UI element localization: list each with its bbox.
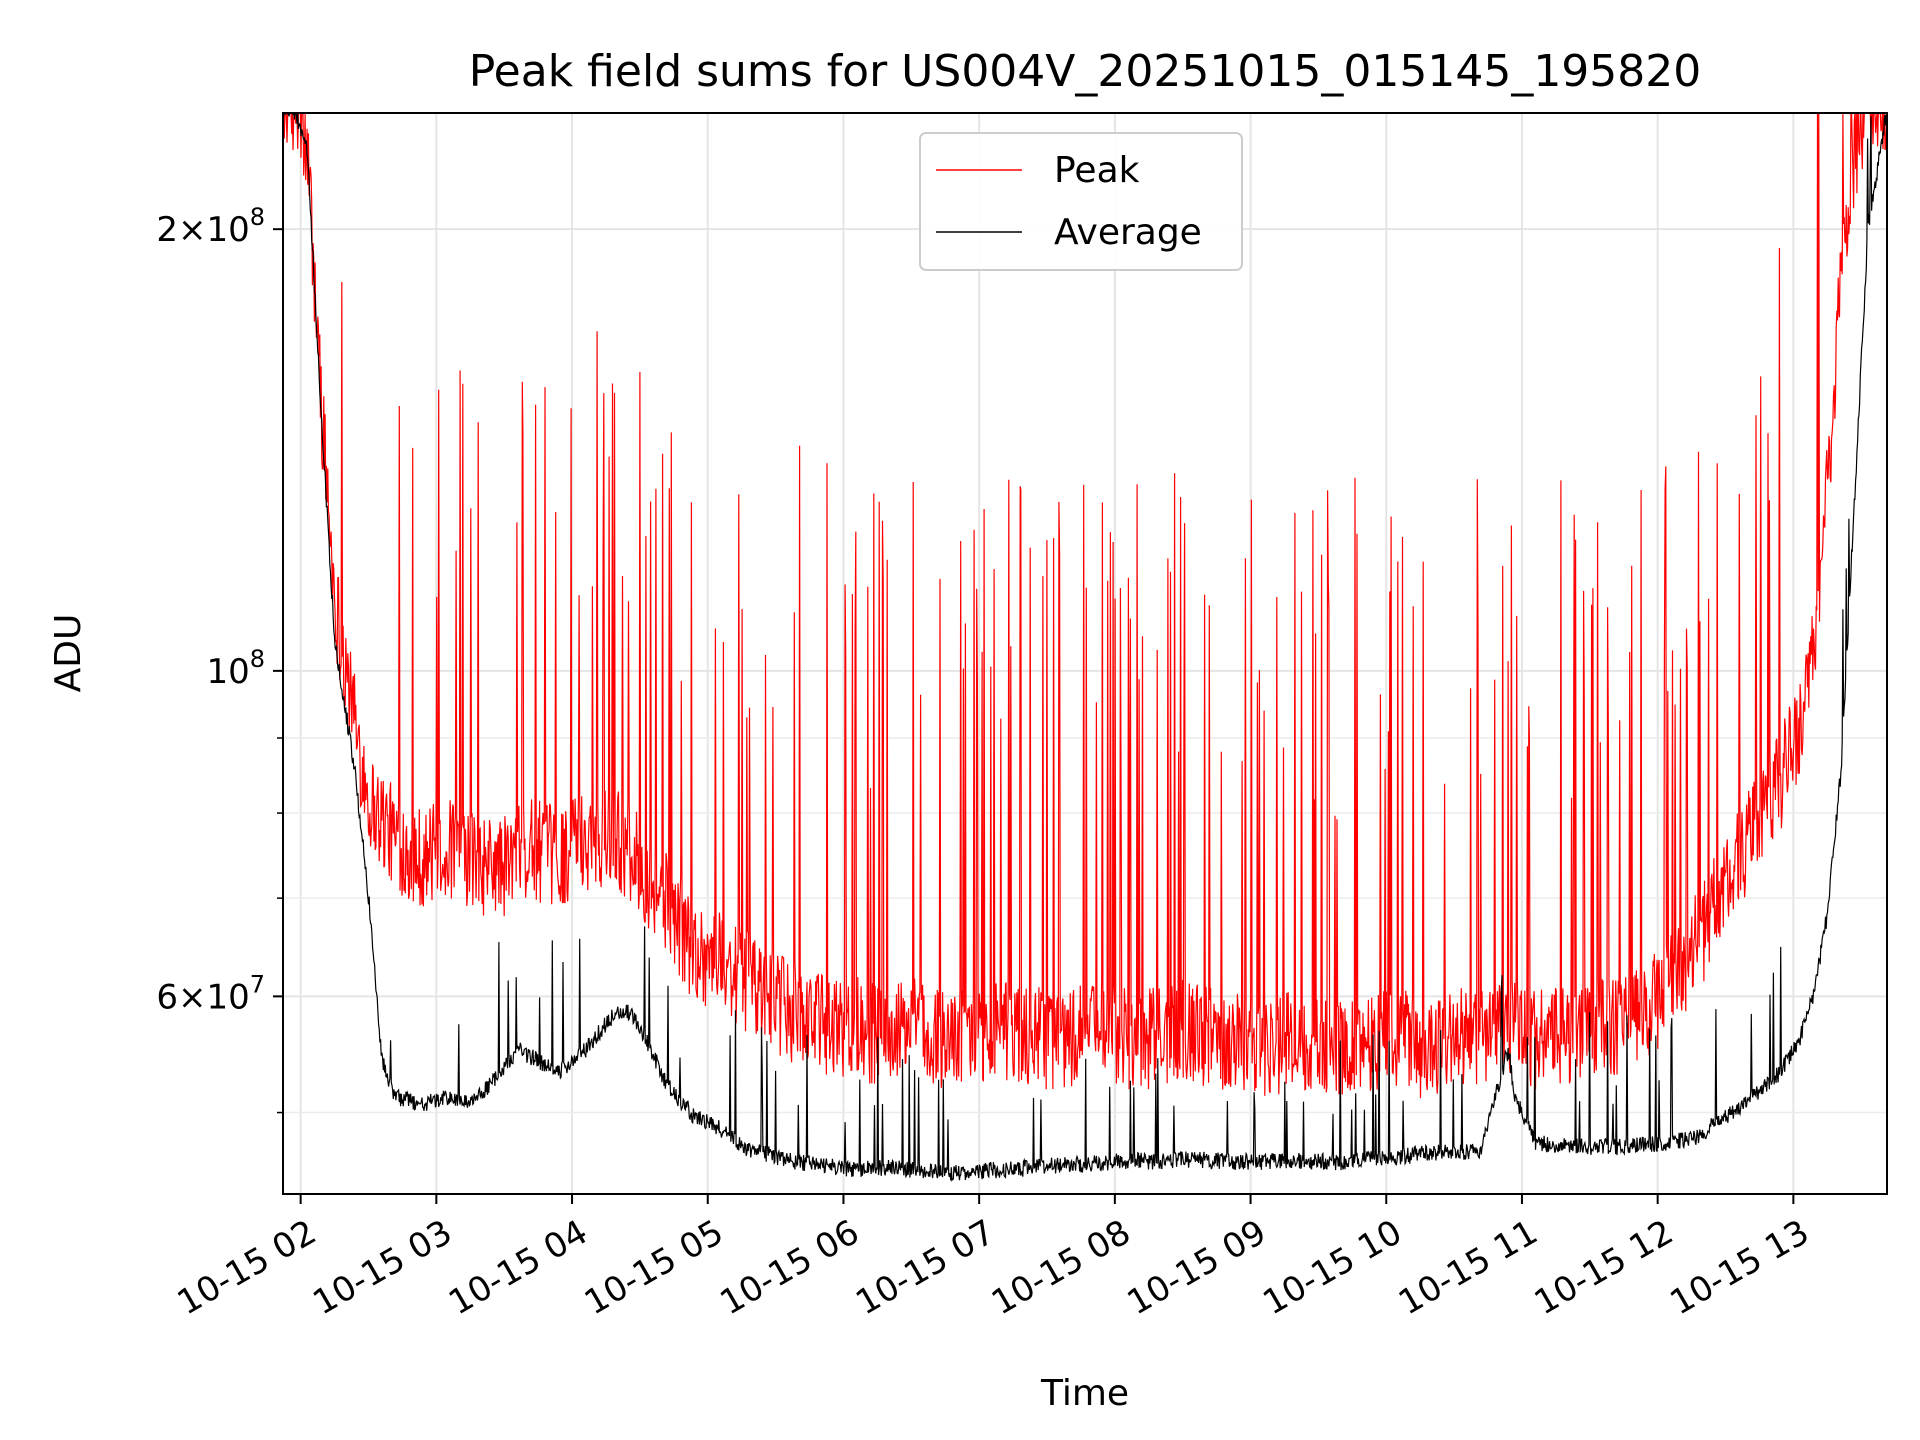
chart-title: Peak field sums for US004V_20251015_0151… bbox=[469, 46, 1702, 97]
legend: Peak Average bbox=[919, 132, 1243, 271]
y-axis-ticks: 6×107 108 2×108 bbox=[156, 203, 283, 1114]
series-line-average bbox=[283, 113, 1887, 1183]
y-tick-label: 108 bbox=[206, 645, 265, 692]
x-axis-label: Time bbox=[1040, 1373, 1129, 1414]
legend-label-average: Average bbox=[1054, 212, 1202, 253]
legend-label-peak: Peak bbox=[1054, 150, 1140, 191]
y-tick-label: 6×107 bbox=[156, 970, 265, 1017]
plot-frame bbox=[282, 112, 1888, 1195]
legend-box bbox=[919, 132, 1243, 271]
y-tick-label: 2×108 bbox=[156, 203, 265, 250]
series-line-peak bbox=[283, 113, 1887, 1099]
series-area bbox=[283, 113, 1887, 1183]
y-axis-label: ADU bbox=[48, 614, 89, 693]
